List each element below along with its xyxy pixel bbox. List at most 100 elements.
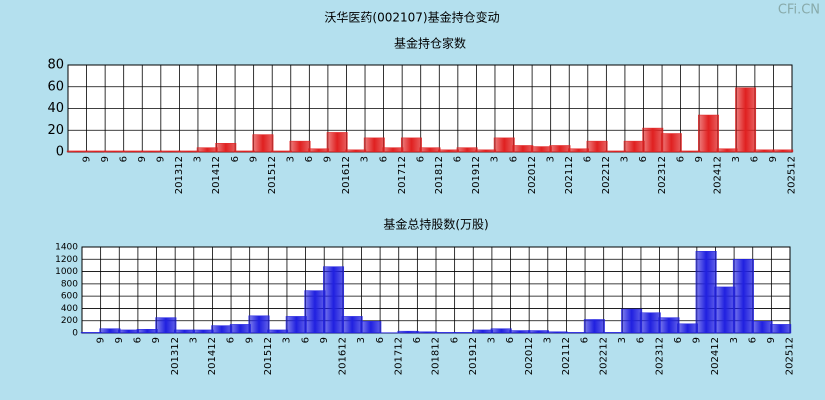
x-tick-label: 6 bbox=[304, 156, 315, 162]
bar bbox=[136, 329, 158, 334]
x-tick-label: 202112 bbox=[561, 337, 572, 375]
bar bbox=[549, 145, 571, 153]
x-tick-label: 201712 bbox=[393, 337, 404, 375]
bar bbox=[419, 147, 441, 153]
x-tick-label: 201512 bbox=[267, 156, 278, 194]
x-tick-label: 6 bbox=[378, 156, 389, 162]
bar bbox=[99, 328, 121, 334]
bar bbox=[400, 137, 422, 153]
x-tick-label: 6 bbox=[505, 337, 516, 343]
bar bbox=[714, 286, 736, 334]
page-title: 沃华医药(002107)基金持仓变动 bbox=[324, 10, 499, 25]
x-tick-label: 201412 bbox=[207, 337, 218, 375]
x-tick-label: 202012 bbox=[527, 156, 538, 194]
x-tick-label: 201812 bbox=[431, 337, 442, 375]
y-tick-label: 60 bbox=[47, 79, 64, 94]
y-tick-label: 800 bbox=[61, 279, 78, 289]
bar bbox=[271, 150, 292, 153]
x-tick-label: 201912 bbox=[471, 156, 482, 194]
bar bbox=[248, 315, 270, 334]
bar bbox=[267, 329, 289, 334]
bar bbox=[438, 149, 460, 153]
bar bbox=[456, 147, 478, 153]
x-tick-label: 6 bbox=[375, 337, 386, 343]
bar bbox=[472, 329, 494, 334]
bar bbox=[434, 332, 456, 334]
bar bbox=[141, 150, 162, 153]
x-tick-label: 6 bbox=[226, 337, 237, 343]
x-tick-label: 3 bbox=[729, 337, 740, 343]
bar bbox=[382, 147, 404, 153]
x-tick-label: 6 bbox=[673, 337, 684, 343]
bar bbox=[623, 140, 645, 153]
x-tick-label: 201712 bbox=[397, 156, 408, 194]
bar bbox=[252, 134, 274, 153]
x-tick-label: 9 bbox=[694, 156, 705, 162]
x-tick-label: 201312 bbox=[170, 337, 181, 375]
bar bbox=[621, 308, 643, 334]
bar bbox=[546, 331, 568, 334]
x-tick-label: 9 bbox=[244, 337, 255, 343]
x-tick-label: 6 bbox=[750, 156, 761, 162]
bar bbox=[732, 259, 754, 334]
bar bbox=[772, 149, 794, 153]
x-tick-label: 202512 bbox=[787, 156, 798, 194]
bar bbox=[679, 150, 701, 153]
x-tick-label: 9 bbox=[248, 156, 259, 162]
x-tick-label: 3 bbox=[356, 337, 367, 343]
x-tick-label: 202512 bbox=[785, 337, 796, 375]
bar bbox=[453, 332, 475, 334]
x-tick-label: 3 bbox=[545, 156, 556, 162]
bar bbox=[173, 329, 195, 334]
bar bbox=[285, 316, 307, 334]
y-tick-label: 1000 bbox=[55, 267, 78, 277]
x-tick-label: 3 bbox=[188, 337, 199, 343]
bar bbox=[159, 150, 181, 153]
bar bbox=[363, 137, 385, 153]
x-tick-label: 6 bbox=[449, 337, 460, 343]
x-tick-label: 6 bbox=[133, 337, 144, 343]
bar bbox=[642, 127, 664, 153]
x-tick-label: 202312 bbox=[657, 156, 668, 194]
y-tick-label: 1400 bbox=[55, 243, 78, 253]
bar bbox=[155, 317, 177, 334]
x-tick-label: 201312 bbox=[174, 156, 185, 194]
bar bbox=[695, 251, 717, 334]
x-tick-label: 9 bbox=[768, 156, 779, 162]
bar bbox=[639, 312, 661, 334]
bar bbox=[323, 266, 345, 334]
x-tick-label: 6 bbox=[230, 156, 241, 162]
x-tick-label: 3 bbox=[285, 156, 296, 162]
chart-title: 基金持仓家数 bbox=[394, 36, 466, 51]
x-tick-label: 6 bbox=[415, 156, 426, 162]
bar bbox=[103, 150, 125, 153]
bar bbox=[753, 149, 775, 153]
y-tick-label: 600 bbox=[61, 292, 78, 302]
bar bbox=[568, 148, 589, 153]
x-tick-label: 202212 bbox=[601, 156, 612, 194]
bar bbox=[66, 150, 88, 153]
x-tick-label: 202312 bbox=[654, 337, 665, 375]
x-tick-label: 9 bbox=[114, 337, 125, 343]
x-tick-label: 9 bbox=[323, 156, 334, 162]
x-tick-label: 6 bbox=[583, 156, 594, 162]
bar bbox=[475, 149, 497, 153]
y-tick-label: 20 bbox=[47, 123, 64, 138]
x-tick-label: 3 bbox=[542, 337, 553, 343]
x-tick-label: 6 bbox=[300, 337, 311, 343]
y-tick-label: 0 bbox=[72, 329, 78, 339]
bar bbox=[196, 147, 218, 153]
bar bbox=[308, 148, 330, 153]
x-tick-label: 3 bbox=[731, 156, 742, 162]
bar bbox=[229, 324, 251, 334]
x-tick-label: 9 bbox=[151, 337, 162, 343]
chart-title: 基金总持股数(万股) bbox=[383, 217, 488, 232]
bar bbox=[192, 329, 214, 334]
x-tick-label: 6 bbox=[453, 156, 464, 162]
bar bbox=[658, 317, 680, 334]
x-tick-label: 6 bbox=[636, 337, 647, 343]
x-tick-label: 9 bbox=[156, 156, 167, 162]
x-tick-label: 202412 bbox=[712, 156, 723, 194]
y-tick-label: 40 bbox=[47, 101, 64, 116]
x-tick-label: 201512 bbox=[263, 337, 274, 375]
